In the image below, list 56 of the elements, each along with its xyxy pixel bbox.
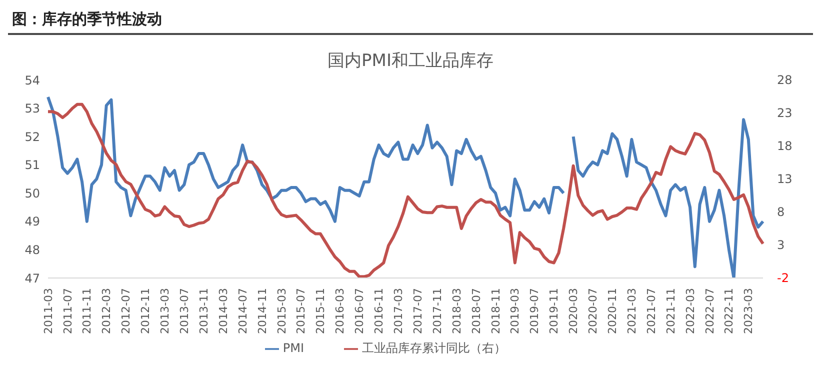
x-tick-label: 2018-03 — [450, 288, 464, 334]
y-tick-label: 54 — [24, 73, 40, 88]
y-tick-label: 51 — [24, 158, 40, 172]
x-tick-label: 2015-03 — [275, 288, 288, 334]
x-tick-label: 2021-03 — [625, 288, 638, 334]
x-tick-label: 2022-03 — [684, 288, 697, 334]
x-tick-label: 2017-03 — [392, 288, 406, 334]
legend-label: PMI — [282, 341, 304, 355]
x-tick-label: 2011-11 — [80, 288, 94, 334]
chart-title: 图：库存的季节性波动 — [8, 8, 813, 35]
x-tick-label: 2013-07 — [178, 288, 191, 334]
x-tick-label: 2018-11 — [489, 288, 502, 334]
y2-tick-label: 8 — [777, 205, 785, 219]
x-tick-label: 2017-11 — [430, 288, 444, 334]
x-tick-label: 2012-03 — [100, 288, 114, 334]
x-tick-label: 2019-03 — [508, 288, 522, 334]
x-tick-label: 2019-07 — [528, 288, 542, 334]
x-tick-label: 2014-11 — [256, 288, 269, 334]
x-tick-label: 2012-11 — [139, 288, 152, 334]
y-tick-label: 49 — [24, 214, 40, 229]
x-tick-label: 2011-07 — [61, 288, 74, 334]
x-tick-label: 2020-03 — [567, 288, 580, 334]
x-tick-label: 2015-07 — [294, 288, 308, 334]
x-tick-label: 2019-11 — [548, 288, 561, 334]
y-tick-label: 50 — [24, 186, 40, 200]
x-tick-label: 2022-11 — [722, 288, 736, 334]
y2-tick-label: 18 — [777, 139, 792, 153]
x-tick-label: 2016-11 — [372, 288, 386, 334]
y2-tick-label: 28 — [777, 73, 792, 87]
x-tick-label: 2020-07 — [586, 288, 600, 334]
legend-label: 工业品库存累计同比（右） — [362, 341, 506, 355]
y2-tick-label: 3 — [777, 238, 785, 252]
x-tick-label: 2023-03 — [742, 288, 756, 334]
x-tick-label: 2016-07 — [353, 288, 366, 334]
x-tick-label: 2016-03 — [334, 288, 347, 334]
x-tick-label: 2014-07 — [236, 288, 250, 334]
x-tick-label: 2021-07 — [644, 288, 658, 334]
x-tick-label: 2014-03 — [216, 288, 230, 334]
x-tick-label: 2013-03 — [158, 288, 172, 334]
y-tick-label: 52 — [24, 130, 40, 144]
x-tick-label: 2011-03 — [42, 288, 55, 334]
chart-subtitle: 国内PMI和工业品库存 — [326, 50, 494, 72]
x-tick-label: 2020-11 — [606, 288, 620, 334]
x-tick-label: 2018-07 — [470, 288, 483, 334]
y2-tick-label: 23 — [777, 106, 792, 120]
x-tick-label: 2012-07 — [120, 288, 133, 334]
x-tick-label: 2015-11 — [314, 288, 328, 334]
x-tick-label: 2021-11 — [664, 288, 678, 334]
y-tick-label: 48 — [24, 242, 40, 257]
x-tick-label: 2017-07 — [411, 288, 424, 334]
y-tick-label: 47 — [24, 271, 40, 286]
y2-tick-label: 13 — [777, 172, 792, 186]
y2-tick-label: -2 — [777, 271, 789, 285]
x-tick-label: 2022-07 — [703, 288, 716, 334]
x-tick-label: 2013-11 — [197, 288, 210, 334]
y-tick-label: 53 — [24, 102, 40, 116]
